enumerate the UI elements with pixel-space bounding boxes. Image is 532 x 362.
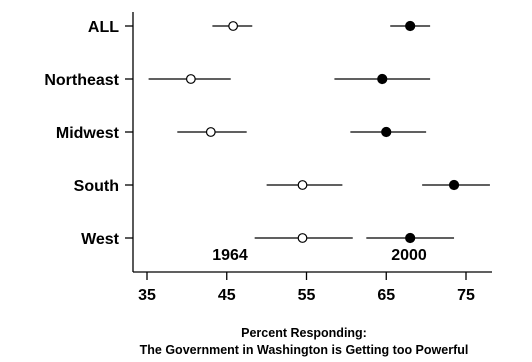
point-1964 — [297, 233, 308, 243]
category-label: Midwest — [56, 125, 120, 142]
y-ticks: ALL Northeast Midwest South West — [44, 19, 133, 248]
point-2000 — [381, 126, 392, 138]
x-tick-label: 35 — [138, 287, 156, 304]
x-tick-label: 65 — [377, 287, 395, 304]
point-1964 — [205, 127, 216, 137]
category-label: Northeast — [44, 72, 119, 89]
point-1964 — [185, 74, 196, 84]
point-2000 — [377, 73, 388, 85]
point-1964 — [228, 21, 239, 31]
category-label: South — [74, 178, 119, 195]
x-tick-label: 45 — [218, 287, 236, 304]
category-label: West — [81, 231, 120, 248]
x-tick-label: 55 — [298, 287, 316, 304]
x-axis-label-line-1: Percent Responding: — [241, 326, 367, 340]
data-points — [185, 20, 460, 244]
x-tick-label: 75 — [457, 287, 475, 304]
point-2000 — [405, 232, 416, 244]
annotation-1964: 1964 — [212, 247, 248, 264]
point-2000 — [448, 179, 460, 191]
point-2000 — [405, 20, 416, 32]
annotation-2000: 2000 — [391, 247, 427, 264]
confidence-intervals — [148, 25, 490, 239]
x-ticks: 35 45 55 65 75 — [138, 272, 475, 304]
point-1964 — [297, 180, 308, 190]
x-axis-label-line-2: The Government in Washington is Getting … — [140, 343, 469, 357]
category-label: ALL — [88, 19, 119, 36]
